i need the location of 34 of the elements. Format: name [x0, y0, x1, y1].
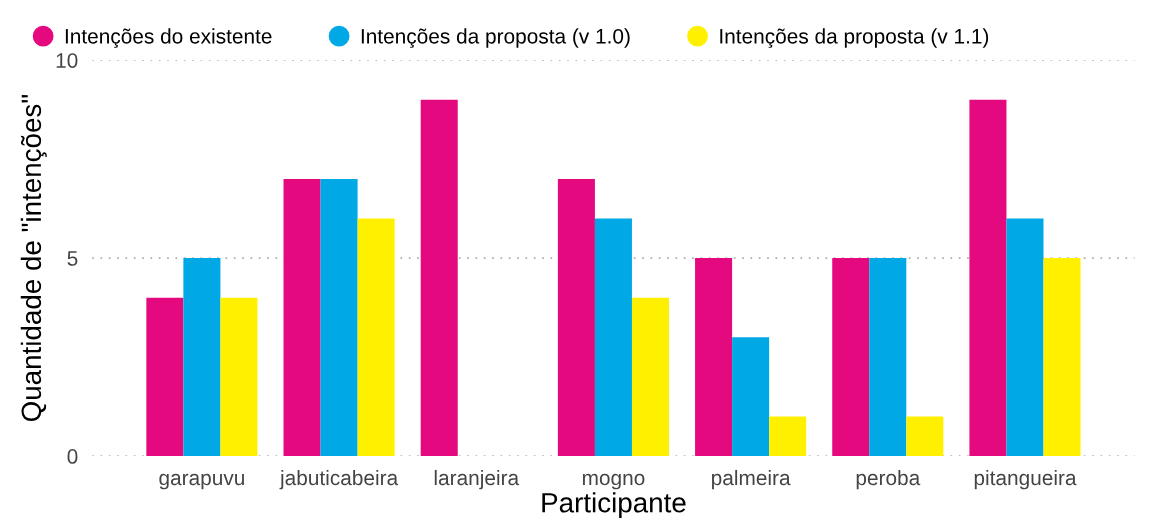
bar [557, 178, 595, 457]
bar [220, 297, 258, 457]
bar [832, 258, 870, 457]
bar [357, 218, 395, 457]
x-tick-label: peroba [856, 469, 921, 490]
bar [769, 416, 807, 457]
legend-label: Intenções do existente [65, 28, 272, 48]
legend-label: Intenções da proposta (v 1.1) [720, 28, 989, 48]
bar [283, 178, 321, 457]
y-tick-label: 5 [67, 251, 78, 266]
bar [732, 337, 770, 457]
y-tick-label: 0 [67, 449, 78, 464]
bar [969, 99, 1007, 457]
x-tick-label: mogno [582, 473, 645, 490]
x-tick-label: pitangueira [974, 469, 1077, 490]
bar [631, 297, 669, 457]
y-tick-label: 10 [56, 53, 78, 68]
x-axis-title: Participante [542, 492, 686, 519]
bar [695, 258, 733, 457]
bar [594, 218, 632, 457]
bar [906, 416, 944, 457]
x-tick-label: garapuvu [159, 473, 244, 490]
bar [183, 258, 221, 457]
x-tick-label: palmeira [712, 469, 791, 490]
bar [869, 258, 907, 457]
bar [320, 178, 358, 457]
bar [1006, 218, 1044, 457]
bar [1043, 258, 1081, 457]
y-axis-title: Quantidade de "intenções" [20, 94, 47, 422]
x-tick-label: laranjeira [434, 469, 520, 490]
legend-label: Intenções da proposta (v 1.0) [361, 28, 630, 48]
bar [146, 297, 184, 457]
bar [420, 99, 458, 457]
x-tick-label: jabuticabeira [279, 469, 399, 490]
